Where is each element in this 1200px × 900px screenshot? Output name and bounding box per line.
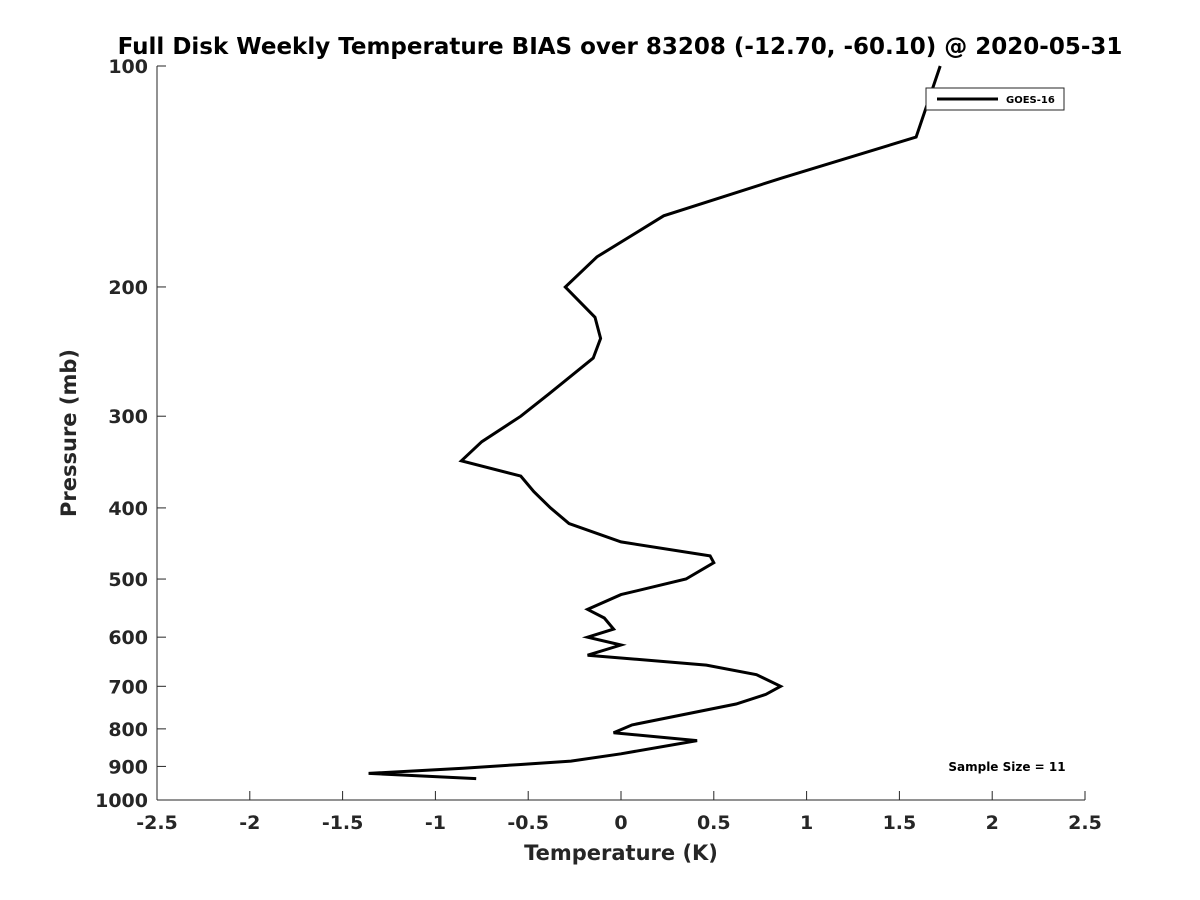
y-tick-label: 700 xyxy=(108,676,148,698)
series-layer xyxy=(368,65,942,781)
y-tick-label: 200 xyxy=(108,277,148,299)
y-tick-label: 300 xyxy=(108,406,148,428)
x-tick-label: -1 xyxy=(425,812,446,834)
x-tick-label: 2 xyxy=(986,812,999,834)
y-axis-label: Pressure (mb) xyxy=(57,349,81,517)
series-line-goes-16 xyxy=(368,65,942,781)
y-tick-label: 900 xyxy=(108,756,148,778)
x-tick-label: 0 xyxy=(614,812,627,834)
x-tick-label: -1.5 xyxy=(322,812,364,834)
x-tick-label: 1 xyxy=(800,812,813,834)
x-tick-label: 0.5 xyxy=(697,812,731,834)
plot-area xyxy=(156,66,1085,801)
x-axis-label: Temperature (K) xyxy=(524,841,718,865)
x-tick-label: -2.5 xyxy=(136,812,178,834)
x-tick-label: -2 xyxy=(239,812,260,834)
x-tick-label: 2.5 xyxy=(1068,812,1102,834)
y-tick-label: 500 xyxy=(108,569,148,591)
chart-title: Full Disk Weekly Temperature BIAS over 8… xyxy=(118,34,1123,60)
x-tick-label: 1.5 xyxy=(883,812,917,834)
x-axis-ticks: -2.5 -2 -1.5 -1 -0.5 0 0.5 1 1.5 2 2.5 xyxy=(136,791,1102,834)
y-tick-label: 1000 xyxy=(95,790,148,812)
y-tick-label: 100 xyxy=(108,56,148,78)
x-tick-label: -0.5 xyxy=(507,812,549,834)
legend-label: GOES-16 xyxy=(1006,95,1055,106)
legend: GOES-16 xyxy=(925,87,1065,111)
y-tick-label: 600 xyxy=(108,627,148,649)
y-axis-ticks: 100 200 300 400 500 600 700 800 900 1000 xyxy=(95,56,166,812)
y-tick-label: 800 xyxy=(108,719,148,741)
y-tick-label: 400 xyxy=(108,498,148,520)
sample-size-annotation: Sample Size = 11 xyxy=(948,760,1065,774)
